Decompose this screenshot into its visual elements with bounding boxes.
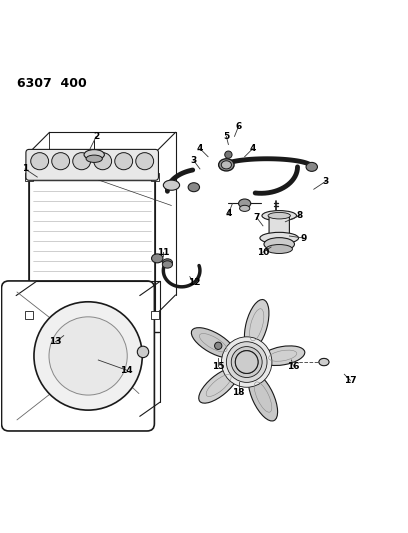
- Circle shape: [239, 355, 254, 369]
- Ellipse shape: [31, 152, 49, 169]
- FancyBboxPatch shape: [269, 214, 289, 235]
- Text: 6: 6: [235, 122, 242, 131]
- Ellipse shape: [73, 152, 91, 169]
- Text: 5: 5: [223, 132, 229, 141]
- Circle shape: [215, 342, 222, 350]
- FancyBboxPatch shape: [2, 281, 154, 431]
- Text: 6307  400: 6307 400: [17, 77, 87, 91]
- Bar: [25, 173, 33, 181]
- Ellipse shape: [115, 152, 133, 169]
- Ellipse shape: [266, 245, 293, 254]
- Text: 10: 10: [257, 248, 269, 257]
- Text: 1: 1: [22, 164, 28, 173]
- Ellipse shape: [52, 152, 70, 169]
- Ellipse shape: [94, 152, 112, 169]
- FancyBboxPatch shape: [26, 149, 158, 180]
- Ellipse shape: [191, 328, 235, 358]
- Ellipse shape: [239, 199, 251, 208]
- Ellipse shape: [261, 346, 305, 366]
- Ellipse shape: [162, 261, 173, 268]
- Circle shape: [231, 346, 262, 377]
- Ellipse shape: [221, 161, 231, 169]
- Ellipse shape: [136, 152, 154, 169]
- Bar: [29, 177, 155, 316]
- Bar: [151, 173, 159, 181]
- Text: 2: 2: [93, 132, 100, 141]
- Circle shape: [235, 351, 258, 374]
- Text: 16: 16: [287, 361, 300, 370]
- Circle shape: [226, 342, 267, 382]
- Text: 4: 4: [250, 144, 256, 153]
- Ellipse shape: [239, 205, 250, 212]
- Ellipse shape: [151, 254, 163, 263]
- Ellipse shape: [260, 232, 299, 244]
- Text: 15: 15: [212, 361, 224, 370]
- Text: 12: 12: [188, 278, 200, 287]
- Circle shape: [222, 337, 272, 387]
- Ellipse shape: [248, 373, 277, 421]
- Ellipse shape: [199, 368, 239, 403]
- Text: 3: 3: [191, 156, 197, 165]
- Circle shape: [243, 358, 251, 366]
- Ellipse shape: [268, 213, 290, 219]
- Ellipse shape: [86, 155, 102, 163]
- Ellipse shape: [219, 159, 234, 171]
- Text: 8: 8: [297, 211, 303, 220]
- Circle shape: [49, 317, 127, 395]
- Ellipse shape: [306, 163, 317, 171]
- Text: 13: 13: [49, 337, 62, 346]
- Ellipse shape: [264, 238, 295, 251]
- Ellipse shape: [262, 211, 297, 221]
- Text: 14: 14: [120, 366, 133, 375]
- Text: 3: 3: [323, 176, 329, 185]
- Bar: [25, 311, 33, 319]
- Text: 4: 4: [197, 144, 203, 153]
- Text: 11: 11: [157, 248, 170, 257]
- Text: 7: 7: [254, 213, 260, 222]
- Text: 4: 4: [225, 209, 232, 218]
- Ellipse shape: [84, 150, 104, 160]
- Ellipse shape: [244, 300, 269, 350]
- Ellipse shape: [162, 259, 173, 266]
- Text: 17: 17: [344, 376, 357, 385]
- Circle shape: [235, 351, 258, 374]
- Circle shape: [34, 302, 142, 410]
- Text: 18: 18: [232, 388, 245, 397]
- Circle shape: [225, 151, 232, 158]
- Bar: [151, 311, 159, 319]
- Ellipse shape: [163, 180, 180, 190]
- Circle shape: [137, 346, 149, 358]
- Ellipse shape: [188, 183, 200, 192]
- Text: 9: 9: [300, 233, 307, 243]
- Ellipse shape: [319, 358, 329, 366]
